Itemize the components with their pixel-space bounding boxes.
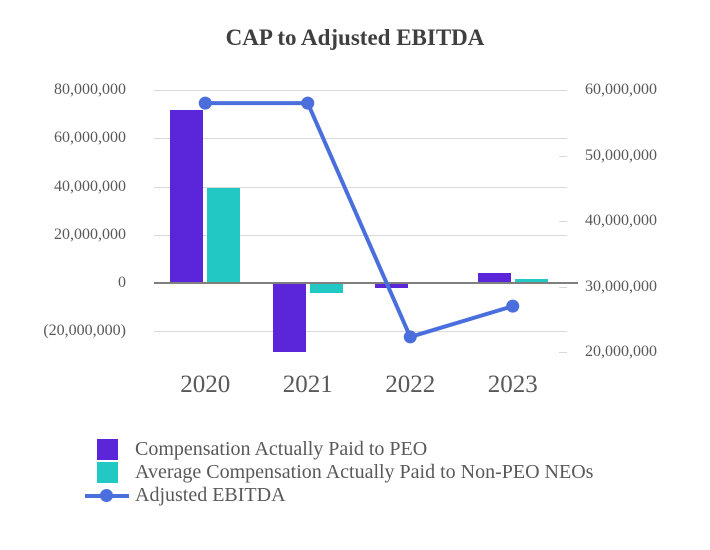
legend-swatch-line-dot	[85, 489, 129, 502]
left-axis-tick-label: 80,000,000	[54, 81, 126, 98]
bar-peo-2022	[375, 283, 409, 288]
ebitda-marker-2020	[198, 96, 212, 110]
legend-swatch-square	[96, 462, 118, 483]
right-axis-tick	[559, 90, 567, 91]
bar-peo-2020	[170, 110, 204, 283]
gridline	[154, 90, 567, 91]
legend: Compensation Actually Paid to PEO Average…	[83, 438, 593, 507]
x-axis-label-2021: 2021	[282, 371, 333, 398]
ebitda-marker-2023	[506, 299, 520, 313]
ebitda-marker-2022	[403, 330, 417, 344]
gridline	[154, 186, 567, 188]
right-axis-tick-label: 20,000,000	[585, 343, 657, 360]
left-axis-tick-label: 40,000,000	[54, 177, 126, 195]
right-axis-tick-label: 40,000,000	[585, 212, 657, 229]
legend-line-marker	[100, 489, 113, 502]
right-axis-tick-label: 50,000,000	[585, 146, 657, 164]
left-axis-tick-label: (20,000,000)	[43, 322, 126, 340]
legend-swatch-col	[83, 462, 131, 483]
gridline	[154, 331, 567, 333]
legend-label: Compensation Actually Paid to PEO	[135, 438, 428, 460]
bar-neo-2023	[514, 278, 548, 283]
legend-item: Adjusted EBITDA	[83, 484, 593, 507]
x-axis-label-2023: 2023	[487, 371, 538, 398]
right-axis-tick	[559, 286, 567, 288]
right-axis-tick	[559, 221, 567, 222]
legend-swatch-col	[83, 489, 131, 502]
legend-swatch-square	[96, 439, 118, 460]
legend-swatch-col	[83, 439, 131, 460]
bar-neo-2020	[207, 187, 241, 283]
legend-item: Compensation Actually Paid to PEO	[83, 438, 593, 461]
ebitda-line	[205, 101, 514, 340]
legend-item: Average Compensation Actually Paid to No…	[83, 461, 593, 484]
bar-neo-2021	[309, 283, 343, 293]
gridline	[154, 234, 567, 236]
right-axis-tick	[559, 155, 567, 157]
x-axis-label-2020: 2020	[180, 371, 231, 398]
x-axis-label-2022: 2022	[385, 371, 436, 398]
ebitda-marker-2021	[301, 96, 315, 110]
right-axis-tick	[559, 352, 567, 353]
left-axis-tick-label: 60,000,000	[54, 129, 126, 147]
legend-label: Average Compensation Actually Paid to No…	[135, 461, 594, 483]
gridline	[154, 138, 567, 140]
zero-axis-line	[154, 282, 578, 284]
bar-peo-2021	[272, 283, 306, 352]
legend-label: Adjusted EBITDA	[135, 484, 286, 506]
left-axis-tick-label: 20,000,000	[54, 225, 126, 243]
left-axis-tick-label: 0	[118, 274, 126, 291]
right-axis-tick-label: 30,000,000	[585, 277, 657, 295]
bar-peo-2023	[477, 273, 511, 283]
right-axis-tick-label: 60,000,000	[585, 81, 657, 98]
chart-title: CAP to Adjusted EBITDA	[225, 25, 485, 50]
